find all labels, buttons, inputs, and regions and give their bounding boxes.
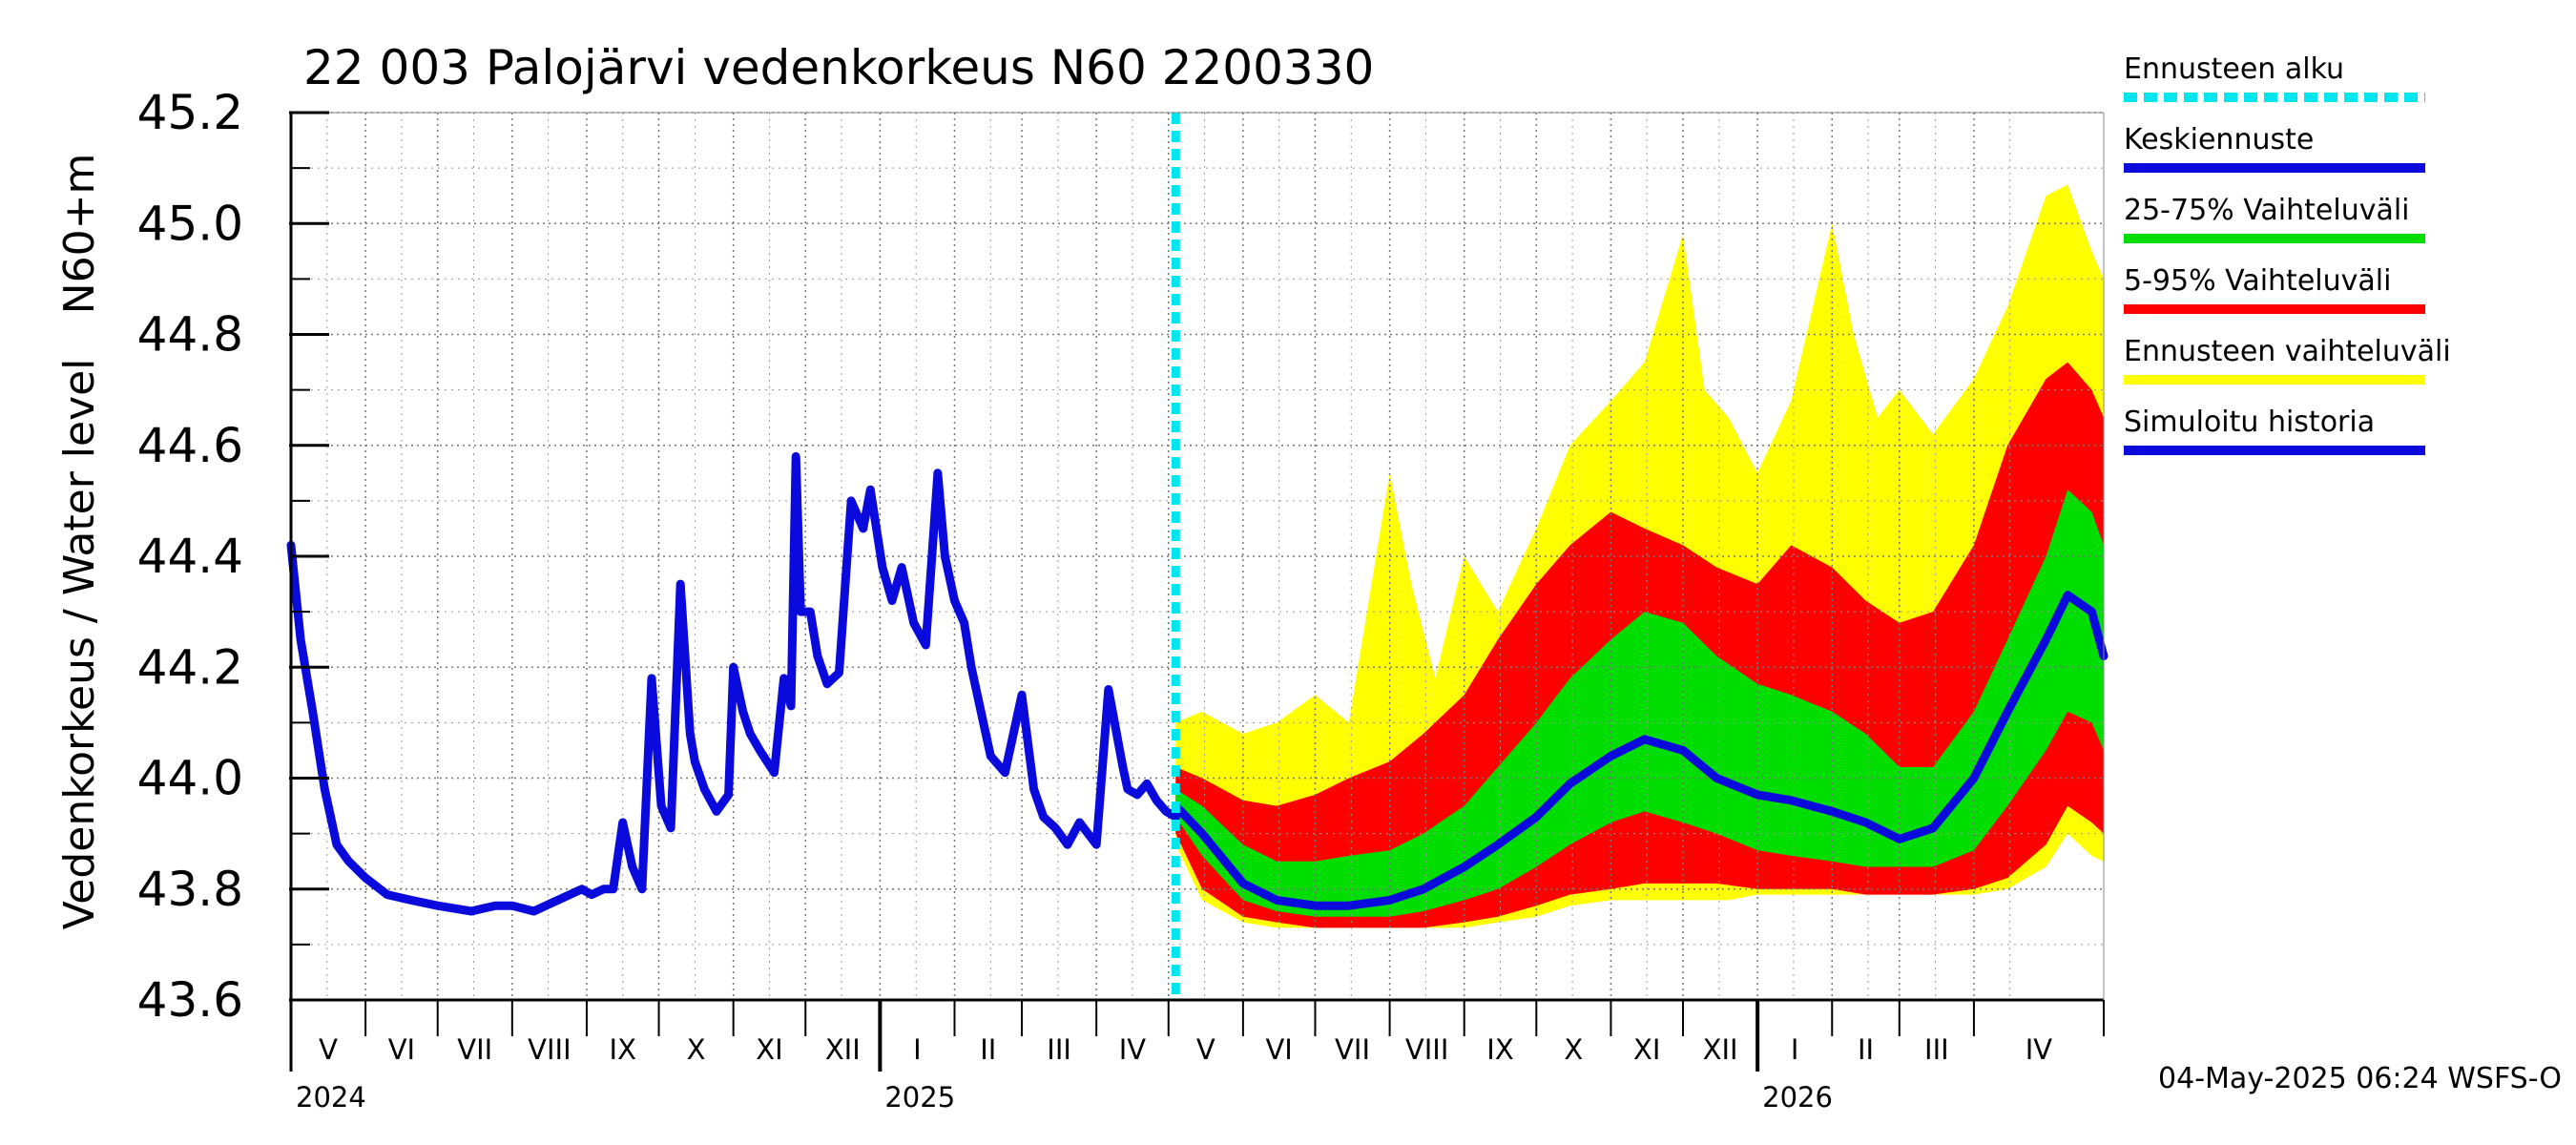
month-label-1: VI — [388, 1033, 415, 1066]
month-label-17: X — [1564, 1033, 1583, 1066]
series-lines — [286, 113, 2109, 1000]
year-label-1: 2025 — [884, 1081, 955, 1114]
chart-title: 22 003 Palojärvi vedenkorkeus N60 220033… — [303, 40, 1374, 95]
y-tick-label-0: 43.6 — [137, 972, 243, 1028]
month-label-12: V — [1196, 1033, 1215, 1066]
month-label-9: II — [980, 1033, 996, 1066]
month-label-7: XII — [825, 1033, 861, 1066]
month-label-4: IX — [610, 1033, 636, 1066]
legend-label-2: 25-75% Vaihteluväli — [2124, 194, 2410, 227]
series-line-1 — [1171, 591, 2109, 910]
labels: 43.643.844.044.244.444.644.845.045.2V VI V… — [55, 40, 2562, 1114]
y-tick-label-6: 44.8 — [137, 307, 243, 363]
footer-timestamp: 04-May-2025 06:24 WSFS-O — [2158, 1062, 2562, 1095]
month-label-23: IV — [2025, 1033, 2053, 1066]
legend-label-5: Simuloitu historia — [2124, 406, 2375, 439]
y-tick-label-4: 44.4 — [137, 529, 243, 584]
legend-label-0: Ennusteen alku — [2124, 52, 2344, 86]
month-label-3: VIII — [528, 1033, 571, 1066]
y-axis-unit-label: N60+m — [55, 154, 104, 315]
y-tick-label-8: 45.2 — [137, 85, 243, 140]
legend-label-1: Keskiennuste — [2124, 123, 2314, 156]
month-label-22: III — [1924, 1033, 1949, 1066]
month-label-11: IV — [1119, 1033, 1147, 1066]
month-label-10: III — [1047, 1033, 1071, 1066]
legend-label-3: 5-95% Vaihteluväli — [2124, 264, 2391, 298]
series-line-0 — [286, 451, 1180, 916]
legend-label-4: Ennusteen vaihteluväli — [2124, 335, 2451, 368]
month-label-5: X — [687, 1033, 706, 1066]
legend: Ennusteen alku Keskiennuste 25-75% Vaihtel… — [2124, 52, 2451, 455]
month-label-19: XII — [1703, 1033, 1738, 1066]
y-tick-label-5: 44.6 — [137, 418, 243, 473]
month-label-20: I — [1791, 1033, 1799, 1066]
month-label-14: VII — [1335, 1033, 1370, 1066]
month-label-13: VI — [1265, 1033, 1292, 1066]
y-tick-label-3: 44.2 — [137, 639, 243, 695]
month-label-18: XI — [1633, 1033, 1660, 1066]
month-label-21: II — [1858, 1033, 1874, 1066]
band-2 — [1175, 489, 2104, 917]
y-tick-label-2: 44.0 — [137, 751, 243, 806]
y-tick-label-1: 43.8 — [137, 862, 243, 917]
y-tick-label-7: 45.0 — [137, 196, 243, 251]
axes — [289, 111, 2105, 1072]
month-label-15: VIII — [1405, 1033, 1449, 1066]
y-axis-label: Vedenkorkeus / Water level — [55, 359, 104, 930]
month-label-2: VII — [457, 1033, 492, 1066]
month-label-8: I — [913, 1033, 922, 1066]
month-label-6: XI — [756, 1033, 782, 1066]
year-label-2: 2026 — [1762, 1081, 1833, 1114]
month-label-16: IX — [1486, 1033, 1513, 1066]
forecast-bands — [1175, 184, 2104, 928]
month-label-0: V — [319, 1033, 338, 1066]
year-label-0: 2024 — [296, 1081, 366, 1114]
